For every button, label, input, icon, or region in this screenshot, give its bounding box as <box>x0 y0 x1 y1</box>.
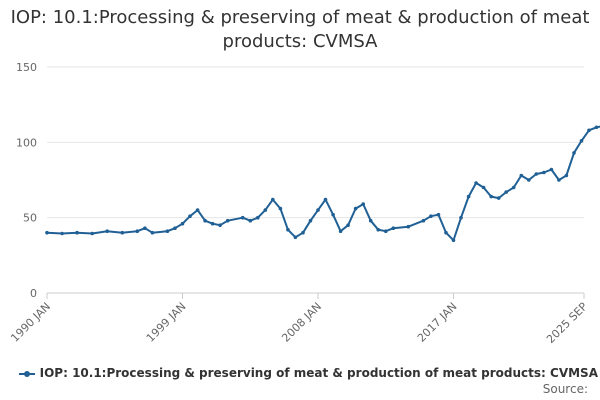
data-point <box>361 202 366 206</box>
data-point <box>225 218 230 223</box>
data-point <box>594 125 599 130</box>
data-point <box>504 190 509 194</box>
data-point <box>421 218 426 223</box>
data-point <box>384 229 388 233</box>
data-point <box>316 208 320 212</box>
data-point <box>173 226 177 230</box>
data-point <box>338 229 343 233</box>
data-point <box>429 214 433 218</box>
data-point <box>587 128 591 133</box>
x-tick-label: 2017 JAN <box>415 300 460 345</box>
legend[interactable]: IOP: 10.1:Processing & preserving of mea… <box>0 366 600 380</box>
data-point <box>376 227 381 232</box>
y-tick-label: 50 <box>23 212 37 225</box>
data-point <box>466 194 471 199</box>
data-point <box>293 235 298 240</box>
data-point <box>557 178 561 182</box>
data-point <box>534 172 539 176</box>
data-point <box>391 226 396 230</box>
data-point <box>368 218 373 223</box>
source-label: Source: <box>542 382 588 396</box>
data-point <box>346 223 350 227</box>
x-tick-label: 1999 JAN <box>144 300 189 345</box>
data-point <box>210 221 215 226</box>
data-point <box>75 230 79 235</box>
data-point <box>579 139 584 143</box>
data-point <box>474 181 478 185</box>
data-point <box>564 173 569 178</box>
data-point <box>203 218 207 223</box>
data-point <box>481 185 486 190</box>
data-point <box>278 206 283 211</box>
data-point <box>444 230 448 235</box>
chart-title: IOP: 10.1:Processing & preserving of mea… <box>10 7 590 52</box>
data-point <box>263 208 268 212</box>
legend-swatch-icon <box>18 370 35 378</box>
data-point <box>527 178 531 182</box>
data-point <box>331 212 335 217</box>
data-point <box>248 218 253 223</box>
data-point <box>218 223 222 227</box>
data-point <box>323 197 328 202</box>
y-tick-label: 0 <box>30 287 37 300</box>
y-tick-label: 150 <box>16 61 37 74</box>
data-point <box>572 151 576 155</box>
data-point <box>406 224 411 229</box>
data-point <box>308 218 313 223</box>
data-point <box>451 238 456 243</box>
data-point <box>240 215 245 220</box>
data-point <box>436 212 441 217</box>
y-tick-label: 100 <box>16 136 37 149</box>
data-point <box>496 196 501 200</box>
data-point <box>549 167 554 172</box>
legend-label: IOP: 10.1:Processing & preserving of mea… <box>39 366 598 380</box>
data-point <box>90 231 94 236</box>
data-point <box>542 170 546 175</box>
data-point <box>255 215 260 220</box>
x-tick-label: 1990 JAN <box>8 300 53 345</box>
data-point <box>105 229 109 233</box>
series-line <box>46 125 600 242</box>
data-point <box>271 197 275 202</box>
data-point <box>301 230 305 235</box>
data-point <box>188 214 192 218</box>
data-point <box>165 229 170 233</box>
data-point <box>60 231 64 236</box>
data-point <box>45 230 49 235</box>
data-point <box>286 227 290 232</box>
data-point <box>519 173 524 178</box>
x-tick-label: 2008 JAN <box>279 300 324 345</box>
data-point <box>511 185 516 190</box>
data-point <box>120 230 125 235</box>
data-point <box>143 226 147 230</box>
x-tick-label: 2025 SEP <box>544 300 590 346</box>
data-point <box>459 215 463 220</box>
data-point <box>195 208 200 212</box>
data-point <box>180 221 185 226</box>
data-point <box>353 206 358 211</box>
data-point <box>135 229 140 233</box>
data-point <box>150 230 155 235</box>
data-point <box>489 194 494 199</box>
